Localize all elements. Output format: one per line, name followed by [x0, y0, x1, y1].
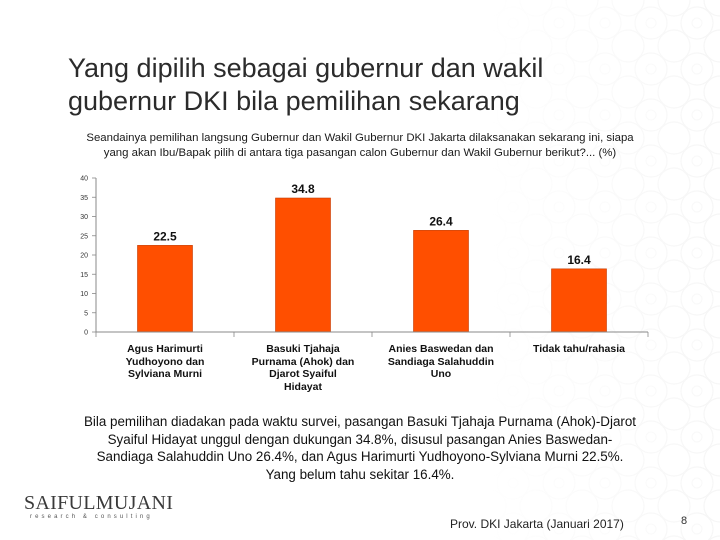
x-category-label-line: Hidayat: [284, 380, 322, 393]
y-axis-ticks: 0 5 10 15 20 25 30 35 40: [80, 176, 96, 337]
slide-title: Yang dipilih sebagai gubernur dan wakil …: [68, 52, 648, 118]
page-number: 8: [681, 515, 688, 527]
summary-line-4: Yang belum tahu sekitar 16.4%.: [265, 466, 455, 482]
bar-value-label: 26.4: [429, 214, 453, 228]
x-category-label-line: Tidak tahu/rahasia: [532, 343, 625, 355]
x-category-label: Anies Baswedan dan Sandiaga Salahuddin Uno: [373, 343, 509, 381]
y-tick-label: 20: [80, 253, 88, 260]
x-category-label: Tidak tahu/rahasia: [511, 343, 647, 356]
y-tick-label: 15: [80, 272, 88, 279]
question-line-2: yang akan Ibu/Bapak pilih di antara tiga…: [103, 147, 617, 159]
summary-line-1: Bila pemilihan diadakan pada waktu surve…: [83, 414, 637, 429]
company-logo: SAIFULMUJANI research & consulting: [24, 492, 174, 522]
x-category-label-line: Yudhoyono dan: [125, 355, 205, 368]
x-category-label-line: Purnama (Ahok) dan: [251, 355, 355, 368]
x-category-label: Agus Harimurti Yudhoyono dan Sylviana Murn…: [97, 343, 233, 381]
x-category-label-line: Djarot Syaiful: [269, 368, 337, 380]
y-tick-label: 0: [84, 330, 88, 337]
bar: [137, 245, 193, 333]
x-category-label-line: Anies Baswedan dan: [388, 343, 494, 355]
axes: [95, 178, 649, 337]
title-line-1: Yang dipilih sebagai gubernur dan wakil: [68, 53, 544, 83]
x-category-label-line: Sylviana Murni: [127, 368, 203, 380]
x-category-label-line: Uno: [430, 368, 452, 380]
bar-value-label: 16.4: [567, 253, 591, 267]
bar: [413, 230, 469, 333]
bar-value-label: 34.8: [291, 182, 315, 196]
title-line-2: gubernur DKI bila pemilihan sekarang: [68, 86, 520, 116]
x-category-label-line: Sandiaga Salahuddin: [387, 355, 495, 368]
bar-chart: 0 5 10 15 20 25 30 35 40 22.5 34.8 26.4 16.4: [80, 176, 649, 337]
y-tick-label: 5: [84, 310, 88, 317]
data-labels: 22.5 34.8 26.4 16.4: [153, 182, 591, 267]
bar: [275, 197, 331, 333]
footer-note: Prov. DKI Jakarta (Januari 2017): [450, 517, 624, 531]
question-line-1: Seandainya pemilihan langsung Gubernur d…: [86, 132, 634, 144]
x-category-label-line: Agus Harimurti: [127, 343, 203, 355]
y-tick-label: 25: [80, 233, 88, 240]
logo-name: SAIFULMUJANI: [24, 492, 174, 514]
x-category-label-line: Basuki Tjahaja: [266, 343, 340, 355]
summary-line-2: Syaiful Hidayat unggul dengan dukungan 3…: [107, 431, 613, 447]
bar-value-label: 22.5: [153, 229, 177, 243]
bars: [137, 197, 607, 333]
y-tick-label: 30: [80, 214, 88, 221]
x-category-label: Basuki Tjahaja Purnama (Ahok) dan Djarot S…: [235, 343, 371, 393]
y-tick-label: 35: [80, 195, 88, 202]
y-tick-label: 40: [80, 176, 88, 183]
y-tick-label: 10: [80, 291, 88, 298]
logo-tagline: research & consulting: [30, 514, 153, 520]
summary-line-3: Sandiaga Salahuddin Uno 26.4%, dan Agus …: [96, 449, 624, 464]
summary-text: Bila pemilihan diadakan pada waktu surve…: [50, 413, 670, 483]
bar: [551, 268, 607, 333]
survey-question: Seandainya pemilihan langsung Gubernur d…: [40, 131, 680, 161]
